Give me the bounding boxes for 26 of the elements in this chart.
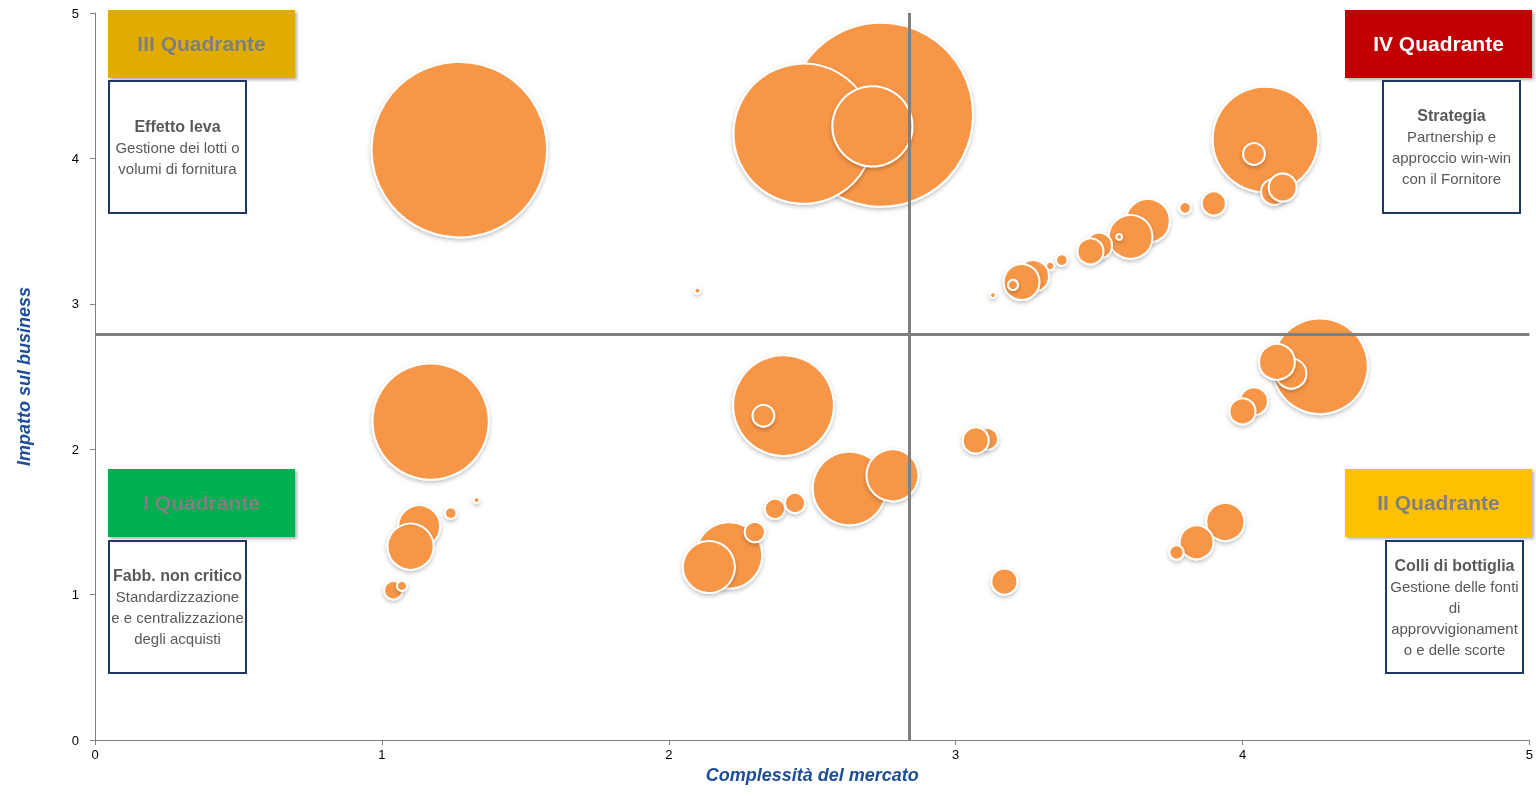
- x-tick-label: 5: [1525, 747, 1533, 762]
- x-tick-label: 1: [378, 747, 386, 762]
- y-tick-label: 5: [71, 5, 79, 21]
- annotation: Strategia Partnership e approccio win-win con il Fornitore: [1390, 106, 1513, 189]
- quadrant-note: Effetto leva Gestione dei lotti o volumi di fornitura: [108, 80, 247, 214]
- y-axis-title: Impatto sul business: [14, 286, 34, 467]
- quadrant-header: III Quadrante: [108, 10, 295, 78]
- x-tick-label: 4: [1238, 747, 1247, 762]
- annotation: Colli di bottiglia Gestione delle fonti di approvvigionamento e delle scorte: [1389, 555, 1520, 660]
- y-tick-label: 4: [71, 150, 79, 166]
- quadrant-note: Strategia Partnership e approccio win-win con il Fornitore: [1382, 80, 1521, 214]
- quadrant-note: Fabb. non critico Standardizzazione e e centralizzazione degli acquisti: [108, 540, 247, 674]
- y-tick-label: 1: [71, 587, 79, 603]
- y-tick-label: 3: [71, 296, 79, 312]
- y-tick-label: 2: [71, 441, 79, 457]
- quadrant-header: II Quadrante: [1345, 469, 1532, 537]
- annotation: Effetto leva Gestione dei lotti o volumi di fornitura: [114, 116, 241, 179]
- quadrant-note: Colli di bottiglia Gestione delle fonti di approvvigionamento e delle scorte: [1385, 540, 1524, 674]
- quadrant-header: I Quadrante: [108, 469, 295, 537]
- y-tick-label: 0: [71, 732, 79, 748]
- x-axis-title: Complessità del mercato: [705, 764, 919, 785]
- annotation: Fabb. non critico Standardizzazione e e centralizzazione degli acquisti: [110, 566, 245, 649]
- x-tick-label: 2: [665, 747, 673, 762]
- quadrant-header: IV Quadrante: [1345, 10, 1532, 78]
- x-tick-label: 0: [91, 747, 99, 762]
- x-tick-label: 3: [952, 747, 960, 762]
